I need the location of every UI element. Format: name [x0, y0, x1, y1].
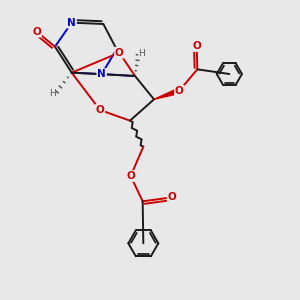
- Text: H: H: [49, 89, 56, 98]
- Text: N: N: [67, 18, 76, 28]
- Text: O: O: [168, 192, 176, 202]
- Text: O: O: [115, 48, 124, 58]
- Text: O: O: [175, 86, 184, 96]
- Text: O: O: [192, 41, 201, 51]
- Text: N: N: [97, 69, 106, 79]
- Text: H: H: [139, 49, 145, 58]
- Text: O: O: [126, 171, 135, 181]
- Polygon shape: [154, 88, 180, 99]
- Text: O: O: [96, 105, 104, 115]
- Text: O: O: [32, 27, 41, 37]
